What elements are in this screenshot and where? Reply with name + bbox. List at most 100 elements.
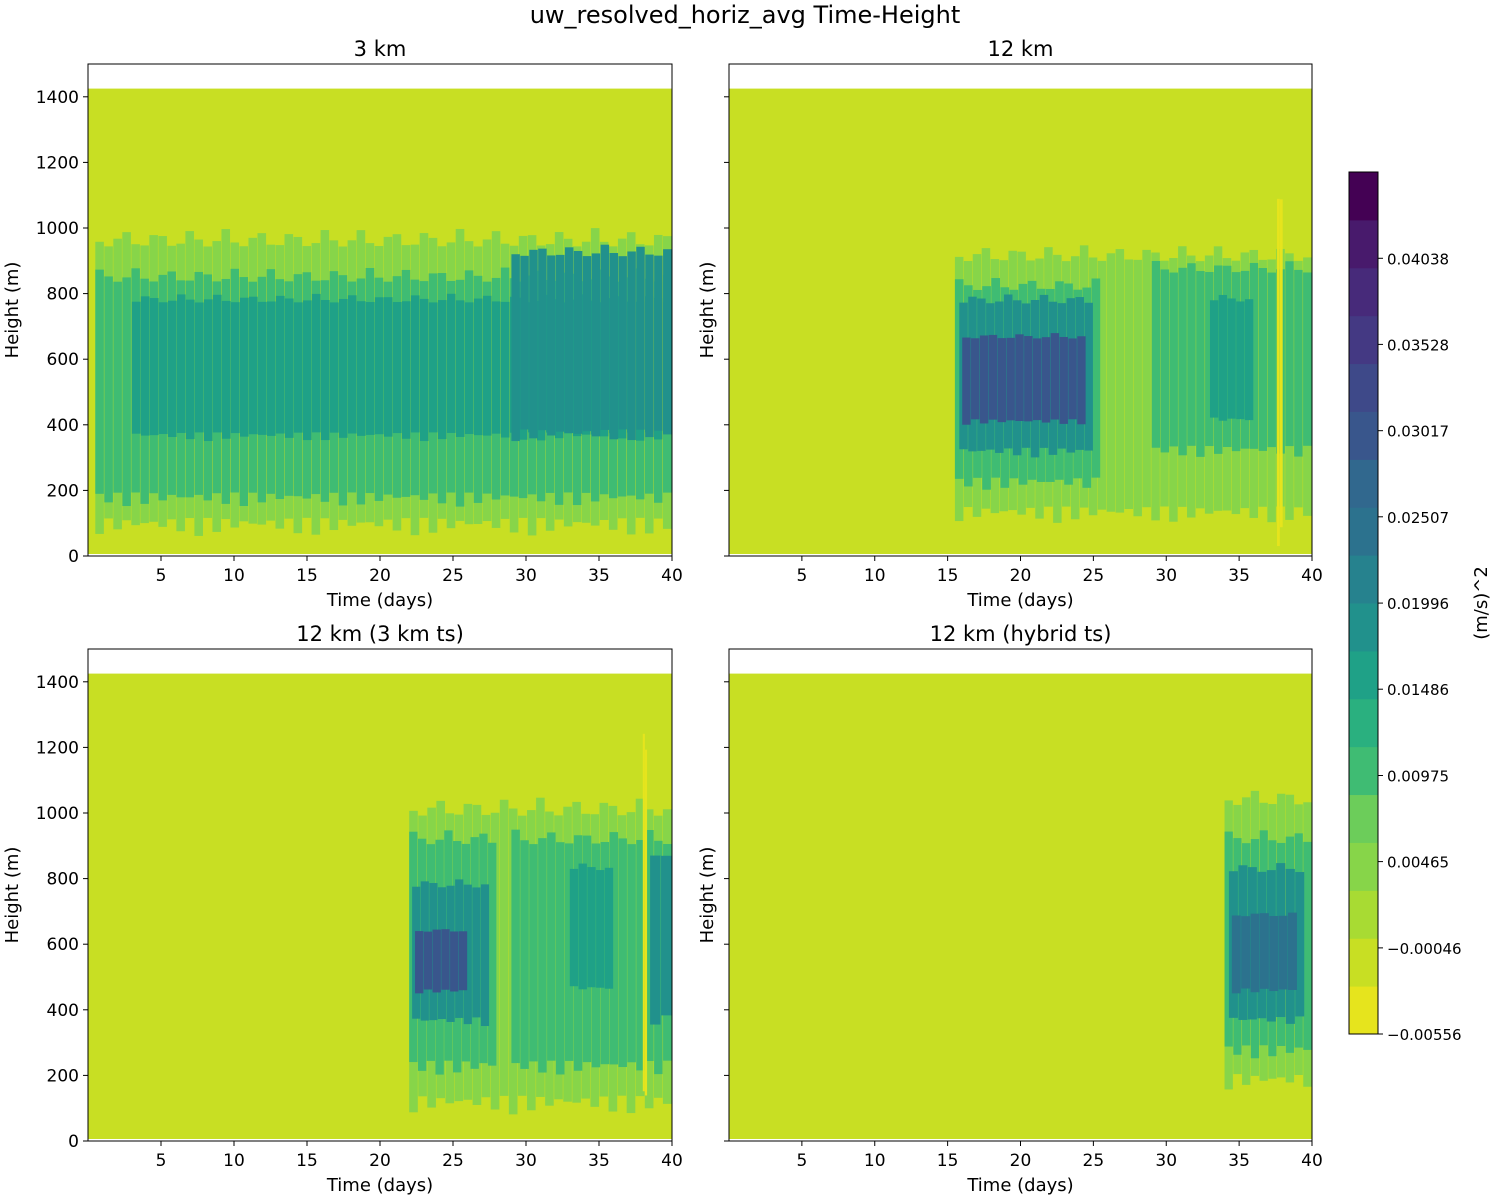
field-region <box>1209 294 1254 421</box>
field-stripe <box>311 293 321 433</box>
field-stripe <box>1267 272 1276 448</box>
x-tick-label: 25 <box>442 1151 464 1171</box>
colorbar-tick-label: 0.00465 <box>1387 854 1449 872</box>
field-stripe <box>463 884 472 1025</box>
field-stripe <box>587 867 596 988</box>
field-stripe <box>573 250 583 434</box>
field-stripe <box>1303 272 1312 446</box>
field-stripe <box>1041 337 1051 423</box>
field-stripe <box>520 840 529 1069</box>
field-stripe <box>1151 260 1161 448</box>
field-stripe <box>988 334 998 420</box>
field-region <box>1277 198 1283 547</box>
y-tick-label: 1200 <box>36 738 79 758</box>
field-stripe <box>131 301 141 434</box>
field-stripe <box>149 298 159 436</box>
field-stripe <box>248 296 258 435</box>
y-axis-label: Height (m) <box>697 847 718 944</box>
field-stripe <box>284 298 294 438</box>
field-stripe <box>538 838 547 1073</box>
x-tick-label: 30 <box>515 566 537 586</box>
y-tick-label: 1000 <box>36 219 79 239</box>
field-stripe <box>1278 915 1288 990</box>
x-tick-label: 40 <box>661 1151 683 1171</box>
field-stripe <box>221 300 231 439</box>
field-stripe <box>582 835 592 1063</box>
field-background <box>729 673 1312 1139</box>
field-stripe <box>365 302 375 435</box>
y-tick-label: 200 <box>47 1066 79 1086</box>
field-stripe <box>556 254 565 432</box>
x-tick-label: 25 <box>1083 1151 1105 1171</box>
field-stripe <box>1285 261 1294 447</box>
field-stripe <box>547 832 556 1061</box>
colorbar-band <box>1349 650 1378 700</box>
field-stripe <box>609 832 619 1065</box>
colorbar-tick-label: 0.04038 <box>1387 250 1449 268</box>
field-stripe <box>596 870 605 988</box>
colorbar-band <box>1349 746 1378 796</box>
y-axis-label: Height (m) <box>2 262 23 359</box>
x-tick-label: 35 <box>1228 1151 1250 1171</box>
field-stripe <box>1224 831 1233 1047</box>
field-stripe <box>194 302 204 433</box>
x-tick-label: 25 <box>1083 566 1105 586</box>
y-tick-label: 1200 <box>36 153 79 173</box>
y-tick-label: 400 <box>47 1001 79 1021</box>
field-stripe <box>203 299 213 442</box>
field-region <box>642 733 648 1096</box>
colorbar-band <box>1349 267 1378 317</box>
field-stripe <box>529 844 538 1062</box>
field-stripe <box>488 842 497 1066</box>
x-tick-label: 15 <box>296 1151 318 1171</box>
field-stripe <box>1288 912 1297 991</box>
field-stripe <box>1227 298 1236 419</box>
colorbar-label: (m/s)^2 <box>1471 566 1492 640</box>
field-stripe <box>347 295 357 434</box>
field-stripe <box>644 749 648 1096</box>
y-tick-label: 200 <box>47 481 79 501</box>
y-axis-label: Height (m) <box>2 847 23 944</box>
field-stripe <box>392 302 402 434</box>
field-stripe <box>1241 916 1251 989</box>
panel-12km-hybrid-ts: 12 km (hybrid ts) 5 10 15 20 25 30 35 40 Time (da… <box>697 622 1323 1196</box>
field-stripe <box>1106 253 1116 512</box>
x-tick-label: 20 <box>1010 566 1032 586</box>
field-stripe <box>95 269 104 494</box>
field-stripe <box>455 300 465 437</box>
field-stripe <box>618 838 627 1068</box>
field-region <box>962 333 1086 425</box>
field-stripe <box>1059 336 1068 424</box>
field-region <box>650 855 672 1025</box>
x-tick-label: 40 <box>1301 1151 1323 1171</box>
field-stripe <box>1277 198 1280 547</box>
x-tick-label: 30 <box>515 1151 537 1171</box>
field-stripe <box>582 256 592 432</box>
field-stripe <box>1249 262 1259 449</box>
x-axis-label: Time (days) <box>326 590 433 611</box>
field-stripe <box>472 887 481 1018</box>
field-stripe <box>564 247 574 434</box>
colorbar-band <box>1349 603 1378 652</box>
field-stripe <box>1295 872 1305 1017</box>
x-tick-label: 35 <box>588 566 610 586</box>
field-stripe <box>450 931 459 992</box>
field-stripe <box>604 867 614 989</box>
field-stripe <box>1294 269 1303 457</box>
field-stripe <box>239 297 249 437</box>
field-stripe <box>500 301 510 438</box>
field-stripe <box>1084 302 1093 451</box>
field-stripe <box>441 929 450 990</box>
field-stripe <box>663 249 672 435</box>
colorbar-tick-label: 0.03017 <box>1387 423 1449 441</box>
field-stripe <box>257 301 267 435</box>
y-tick-label: 0 <box>68 547 79 567</box>
x-axis-label: Time (days) <box>326 1175 433 1196</box>
field-stripe <box>654 255 663 431</box>
field-stripe <box>1222 265 1232 447</box>
field-region <box>1231 912 1297 994</box>
field-stripe <box>158 302 168 435</box>
field-stripe <box>473 298 483 436</box>
panel-title: 12 km (hybrid ts) <box>930 622 1112 646</box>
